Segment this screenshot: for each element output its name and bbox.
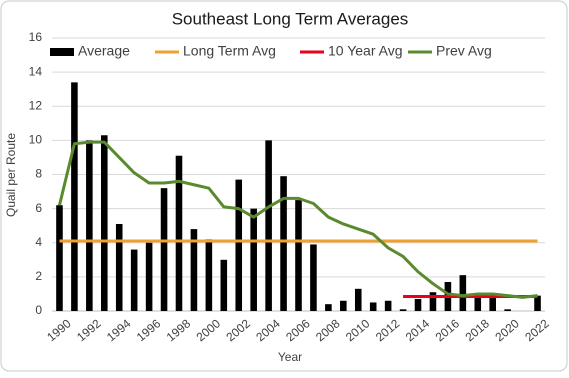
chart-title: Southeast Long Term Averages bbox=[172, 9, 409, 28]
y-axis-title: Quail per Route bbox=[4, 133, 18, 217]
bar bbox=[474, 297, 482, 311]
y-tick-label: 16 bbox=[29, 30, 43, 44]
bar bbox=[489, 295, 496, 311]
bar bbox=[56, 205, 63, 311]
y-tick-label: 14 bbox=[29, 64, 43, 78]
bar bbox=[399, 309, 407, 311]
bar bbox=[340, 300, 347, 311]
bar bbox=[534, 295, 541, 311]
bar bbox=[429, 292, 437, 311]
bar bbox=[175, 155, 183, 311]
line bbox=[58, 140, 538, 299]
bar bbox=[160, 188, 168, 311]
bar bbox=[235, 179, 243, 311]
bar bbox=[310, 244, 317, 311]
bar bbox=[250, 208, 257, 311]
y-tick-label: 10 bbox=[29, 133, 43, 147]
bar bbox=[265, 140, 272, 311]
bar bbox=[130, 249, 138, 311]
legend-label: Long Term Avg bbox=[183, 43, 276, 59]
legend-label: 10 Year Avg bbox=[328, 43, 402, 59]
legend: Average Long Term Avg 10 Year Avg Prev Avg bbox=[50, 43, 492, 59]
legend-label: Average bbox=[78, 43, 130, 59]
bar bbox=[414, 299, 422, 311]
y-tick-label: 8 bbox=[35, 167, 42, 181]
y-tick-label: 12 bbox=[29, 98, 43, 112]
bar bbox=[459, 275, 467, 311]
bar bbox=[101, 135, 108, 311]
y-tick-label: 0 bbox=[35, 303, 42, 317]
bar bbox=[190, 229, 198, 311]
legend-swatch bbox=[50, 48, 74, 56]
bar bbox=[354, 288, 362, 311]
bar bbox=[325, 304, 332, 311]
y-tick-label: 6 bbox=[35, 201, 42, 215]
marks bbox=[56, 82, 541, 311]
y-tick-label: 4 bbox=[35, 235, 42, 249]
bar bbox=[504, 309, 511, 311]
bar bbox=[220, 259, 228, 311]
legend-label: Prev Avg bbox=[436, 43, 492, 59]
bar bbox=[86, 140, 93, 311]
bar bbox=[295, 200, 302, 311]
bar bbox=[369, 302, 377, 311]
bar bbox=[280, 176, 287, 311]
x-axis-title: Year bbox=[278, 350, 302, 364]
bar bbox=[71, 82, 78, 311]
bar bbox=[145, 242, 153, 311]
y-tick-label: 2 bbox=[35, 269, 42, 283]
bar bbox=[205, 239, 213, 311]
bar bbox=[384, 300, 392, 311]
bar bbox=[115, 223, 123, 311]
